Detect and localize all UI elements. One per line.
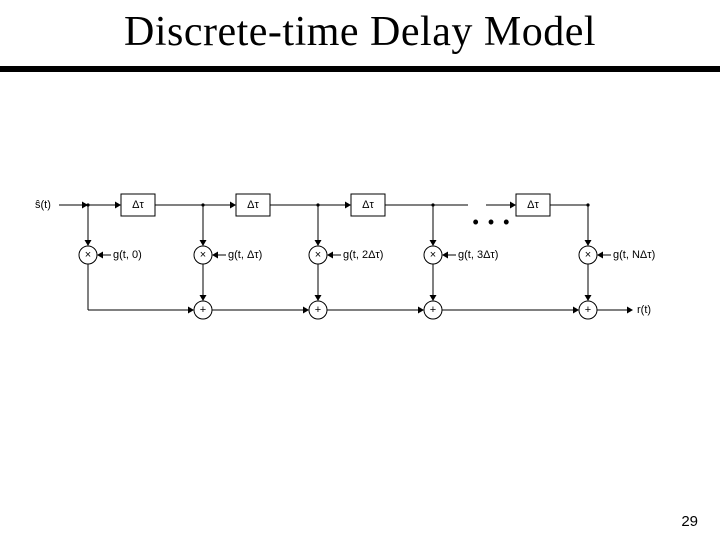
svg-text:Δτ: Δτ [362,199,374,211]
title-divider [0,66,720,72]
svg-text:×: × [85,249,91,261]
svg-text:g(t, Δτ): g(t, Δτ) [228,249,262,261]
svg-text:g(t, 0): g(t, 0) [113,249,142,261]
page-number: 29 [681,513,698,530]
svg-text:+: + [430,304,436,316]
svg-text:×: × [585,249,591,261]
delay-line-diagram: ŝ(t) Δτ Δτ Δτ • • • Δτ × g(t, 0) × g(t, Δτ) × g(t, … [33,180,688,340]
svg-text:g(t, 2Δτ): g(t, 2Δτ) [343,249,383,261]
svg-text:+: + [315,304,321,316]
svg-text:g(t, NΔτ): g(t, NΔτ) [613,249,655,261]
svg-text:Δτ: Δτ [527,199,539,211]
svg-text:+: + [585,304,591,316]
svg-text:r(t): r(t) [637,304,651,316]
svg-text:Δτ: Δτ [247,199,259,211]
svg-text:×: × [430,249,436,261]
svg-text:+: + [200,304,206,316]
svg-text:ŝ(t): ŝ(t) [35,199,51,211]
page-title: Discrete-time Delay Model [0,8,720,56]
svg-text:• • •: • • • [473,212,512,232]
svg-text:g(t, 3Δτ): g(t, 3Δτ) [458,249,498,261]
svg-text:Δτ: Δτ [132,199,144,211]
svg-text:×: × [200,249,206,261]
svg-text:×: × [315,249,321,261]
